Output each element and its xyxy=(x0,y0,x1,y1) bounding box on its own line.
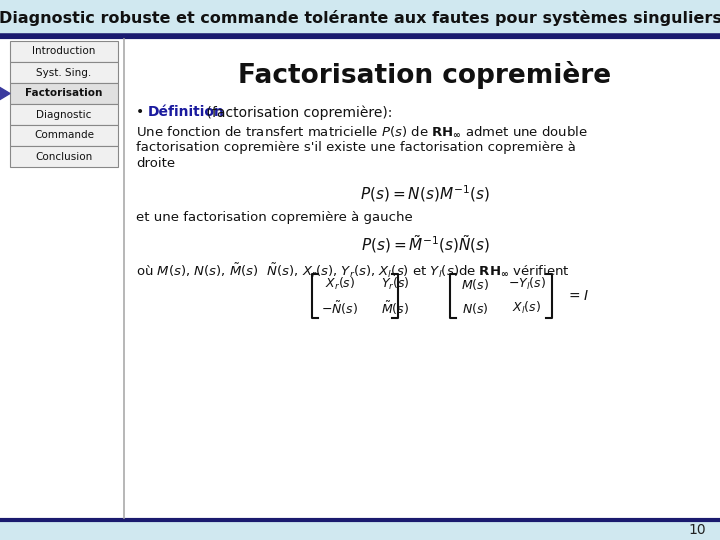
Text: 10: 10 xyxy=(688,523,706,537)
Text: Factorisation copremière: Factorisation copremière xyxy=(238,61,611,89)
FancyBboxPatch shape xyxy=(10,83,118,104)
FancyBboxPatch shape xyxy=(0,520,720,540)
Text: •: • xyxy=(136,105,144,119)
FancyBboxPatch shape xyxy=(10,125,118,146)
Text: $P(s) = N(s)M^{-1}(s)$: $P(s) = N(s)M^{-1}(s)$ xyxy=(360,183,490,204)
Text: Diagnostic robuste et commande tolérante aux fautes pour systèmes singuliers: Diagnostic robuste et commande tolérante… xyxy=(0,10,720,26)
Text: factorisation copremière s'il existe une factorisation copremière à: factorisation copremière s'il existe une… xyxy=(136,141,576,154)
Text: Introduction: Introduction xyxy=(32,46,96,57)
Text: $= I$: $= I$ xyxy=(566,289,589,303)
Text: $X_l(s)$: $X_l(s)$ xyxy=(513,300,541,316)
Text: $-\tilde{N}(s)$: $-\tilde{N}(s)$ xyxy=(322,299,359,317)
Text: $\tilde{M}(s)$: $\tilde{M}(s)$ xyxy=(381,299,409,317)
FancyBboxPatch shape xyxy=(10,41,118,62)
Text: et une factorisation copremière à gauche: et une factorisation copremière à gauche xyxy=(136,211,413,224)
Text: $-Y_l(s)$: $-Y_l(s)$ xyxy=(508,276,546,292)
Text: où $M(s)$, $N(s)$, $\tilde{M}(s)$  $\tilde{N}(s)$, $X_r(s)$, $Y_r(s)$, $X_l(s)$ : où $M(s)$, $N(s)$, $\tilde{M}(s)$ $\tild… xyxy=(136,261,570,280)
Text: droite: droite xyxy=(136,157,175,170)
Text: Conclusion: Conclusion xyxy=(35,152,93,161)
Text: $Y_r(s)$: $Y_r(s)$ xyxy=(381,276,410,292)
Text: $P(s) = \tilde{M}^{-1}(s)\tilde{N}(s)$: $P(s) = \tilde{M}^{-1}(s)\tilde{N}(s)$ xyxy=(361,233,490,255)
Text: $N(s)$: $N(s)$ xyxy=(462,300,488,315)
FancyBboxPatch shape xyxy=(10,104,118,125)
FancyBboxPatch shape xyxy=(10,146,118,167)
Text: $X_r(s)$: $X_r(s)$ xyxy=(325,276,355,292)
Text: (factorisation copremière):: (factorisation copremière): xyxy=(202,105,392,119)
Text: $M(s)$: $M(s)$ xyxy=(461,276,489,292)
FancyBboxPatch shape xyxy=(0,0,720,36)
Text: Commande: Commande xyxy=(34,131,94,140)
Text: Définition: Définition xyxy=(148,105,225,119)
Text: Syst. Sing.: Syst. Sing. xyxy=(37,68,91,78)
Polygon shape xyxy=(0,84,10,103)
FancyBboxPatch shape xyxy=(10,62,118,83)
Text: Diagnostic: Diagnostic xyxy=(36,110,91,119)
Text: Factorisation: Factorisation xyxy=(25,89,103,98)
Text: Une fonction de transfert matricielle $P(s)$ de $\mathbf{RH_{\infty}}$ admet une: Une fonction de transfert matricielle $P… xyxy=(136,125,588,139)
